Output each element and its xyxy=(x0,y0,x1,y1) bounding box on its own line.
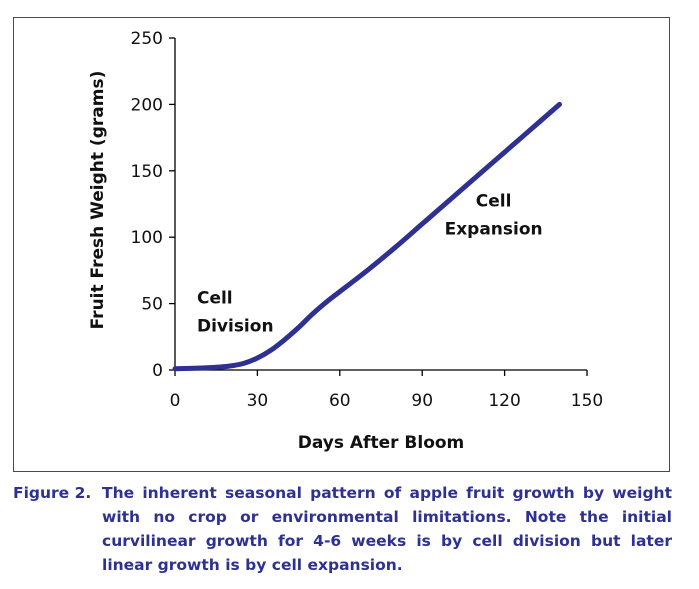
y-tick-label: 50 xyxy=(141,295,163,315)
x-tick-label: 90 xyxy=(411,391,433,411)
y-axis-title: Fruit Fresh Weight (grams) xyxy=(88,71,108,330)
x-tick-label: 30 xyxy=(247,391,269,411)
axes xyxy=(169,37,588,376)
x-axis-title: Days After Bloom xyxy=(298,433,465,453)
series-line xyxy=(172,101,562,372)
y-tick-label: 100 xyxy=(131,228,163,248)
annotation-line: Cell xyxy=(476,192,512,212)
y-tick-label: 200 xyxy=(131,95,163,115)
x-tick-label: 120 xyxy=(488,391,520,411)
growth-chart: 0 50 100 150 200 250 0 30 60 90 120 150 Days After B… xyxy=(88,29,603,453)
y-tick-label: 150 xyxy=(131,162,163,182)
annotation-1: Cell Division xyxy=(197,289,274,337)
x-tick-label: 0 xyxy=(170,391,181,411)
figure-frame: 0 50 100 150 200 250 0 30 60 90 120 150 Days After B… xyxy=(13,17,670,472)
annotation-line: Division xyxy=(197,317,274,337)
y-tick-label: 250 xyxy=(131,29,163,49)
x-tick-label: 60 xyxy=(329,391,351,411)
caption-label: Figure 2. xyxy=(13,484,92,502)
series-marks xyxy=(172,101,562,372)
y-tick-label: 0 xyxy=(152,361,163,381)
annotation-line: Cell xyxy=(197,289,233,309)
chart-labels: 0 50 100 150 200 250 0 30 60 90 120 150 Days After B… xyxy=(88,29,603,453)
x-tick-label: 150 xyxy=(571,391,603,411)
annotation-line: Expansion xyxy=(445,220,543,240)
caption-text: The inherent seasonal pattern of apple f… xyxy=(102,484,672,574)
annotation-2: Cell Expansion xyxy=(445,192,543,240)
